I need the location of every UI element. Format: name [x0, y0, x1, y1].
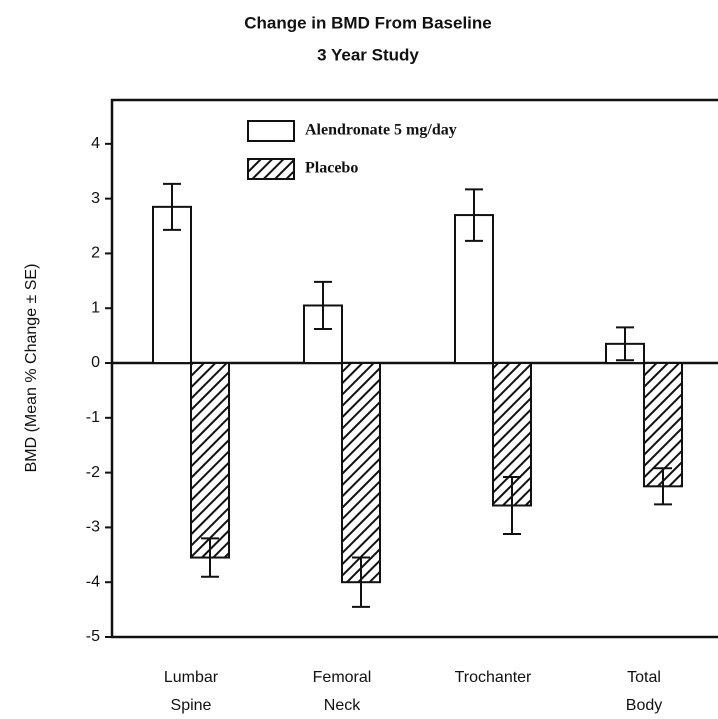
x-tick-label: Neck	[324, 697, 361, 714]
y-axis-label: BMD (Mean % Change ± SE)	[23, 264, 40, 473]
bar	[341, 362, 381, 584]
y-tick-label: -3	[86, 519, 100, 536]
error-bar	[654, 467, 672, 506]
bar	[152, 205, 192, 365]
y-tick-label: -4	[86, 573, 100, 590]
x-tick-label: Trochanter	[455, 669, 532, 686]
chart-subtitle: 3 Year Study	[317, 45, 419, 64]
error-bar	[503, 475, 521, 535]
x-tick-label: Femoral	[313, 669, 372, 686]
error-bar	[163, 182, 181, 231]
error-bar	[352, 556, 370, 608]
error-bar	[616, 326, 634, 362]
y-tick-label: -5	[86, 628, 100, 645]
y-tick-label: 1	[91, 299, 100, 316]
y-tick-label: -2	[86, 464, 100, 481]
plot-frame	[110, 98, 718, 639]
x-tick-label: Lumbar	[164, 669, 219, 686]
legend-swatch	[247, 120, 295, 142]
chart-title: Change in BMD From Baseline	[244, 13, 491, 32]
y-tick-label: 4	[91, 135, 100, 152]
y-tick-label: 0	[91, 354, 100, 371]
x-tick-label: Body	[626, 697, 662, 714]
legend-label: Alendronate 5 mg/day	[305, 122, 457, 139]
x-tick-label: Total	[627, 669, 661, 686]
x-tick-label: Spine	[171, 697, 212, 714]
bar	[190, 362, 230, 559]
error-bar	[314, 280, 332, 331]
error-bar	[201, 537, 219, 578]
legend-label: Placebo	[305, 160, 358, 177]
y-tick-label: -1	[86, 409, 100, 426]
error-bar	[465, 188, 483, 242]
y-tick-label: 3	[91, 190, 100, 207]
y-tick-label: 2	[91, 245, 100, 262]
legend-swatch	[247, 158, 295, 180]
